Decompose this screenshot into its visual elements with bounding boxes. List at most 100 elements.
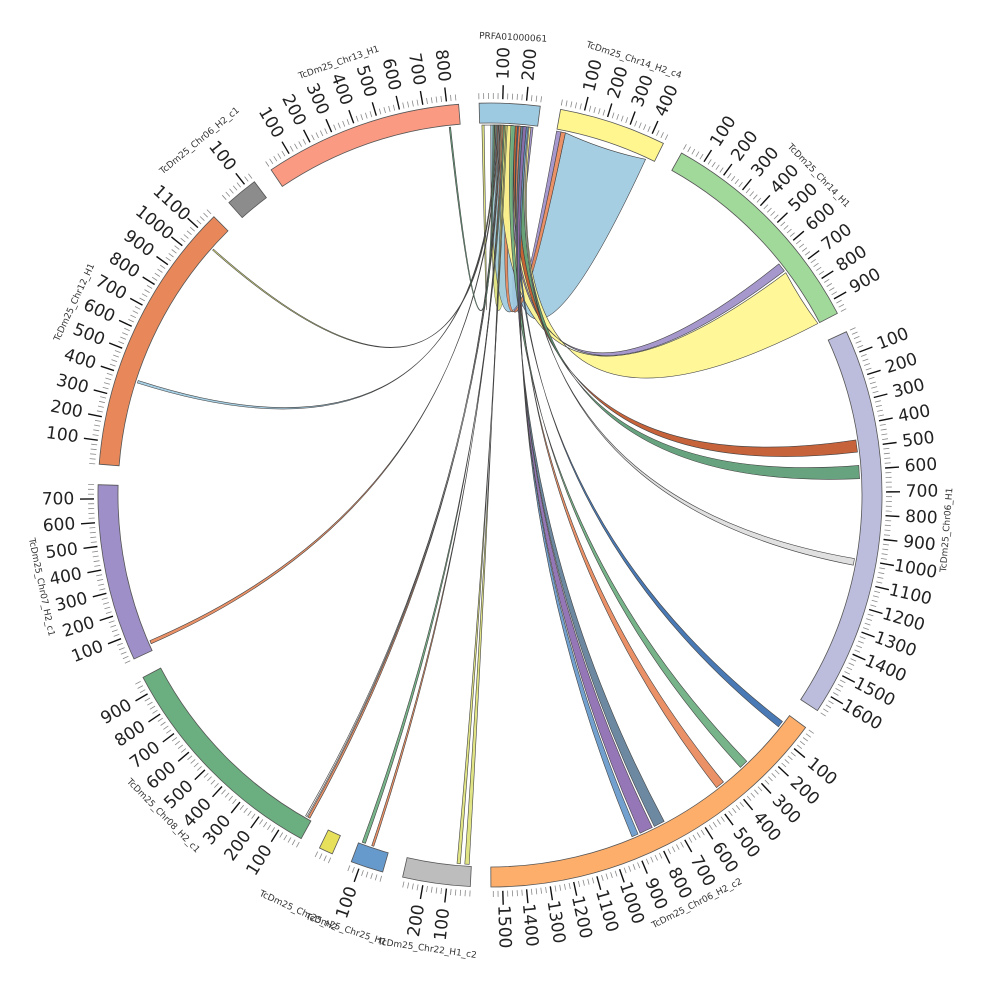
minor-tick xyxy=(657,130,660,135)
tick-label: 200 xyxy=(49,397,85,423)
minor-tick xyxy=(884,535,890,536)
minor-tick xyxy=(204,213,208,217)
minor-tick xyxy=(878,415,884,416)
minor-tick xyxy=(166,257,171,261)
minor-tick xyxy=(417,884,418,890)
minor-tick xyxy=(635,121,637,127)
major-tick xyxy=(630,112,635,125)
tick-label: 1200 xyxy=(567,894,596,941)
tick-label: 300 xyxy=(53,589,89,616)
minor-tick xyxy=(869,377,875,379)
minor-tick xyxy=(158,269,163,272)
minor-tick xyxy=(832,292,837,295)
minor-tick xyxy=(334,125,336,131)
major-tick xyxy=(879,418,893,421)
minor-tick xyxy=(408,883,409,889)
minor-tick xyxy=(106,612,112,614)
minor-tick xyxy=(863,628,869,630)
minor-tick xyxy=(197,766,201,770)
minor-tick xyxy=(541,888,542,894)
tick-label: 800 xyxy=(431,48,454,82)
tick-label: 1400 xyxy=(518,903,542,948)
minor-tick xyxy=(222,790,226,795)
minor-tick xyxy=(873,391,879,393)
minor-tick xyxy=(621,116,623,122)
minor-tick xyxy=(384,107,386,113)
minor-tick xyxy=(788,756,793,760)
minor-tick xyxy=(693,835,696,840)
minor-tick xyxy=(110,364,116,366)
tick-label: 100 xyxy=(45,423,80,447)
minor-tick xyxy=(120,337,126,339)
minor-tick xyxy=(617,114,619,120)
minor-tick xyxy=(826,705,831,708)
major-tick xyxy=(685,840,692,852)
minor-tick xyxy=(771,211,775,215)
tick-label: 200 xyxy=(518,48,541,82)
major-tick xyxy=(84,547,98,549)
minor-tick xyxy=(403,103,404,109)
minor-tick xyxy=(282,151,285,156)
minor-tick xyxy=(316,133,319,138)
minor-tick xyxy=(207,210,211,214)
minor-tick xyxy=(280,833,283,838)
minor-tick xyxy=(701,830,704,835)
major-tick xyxy=(761,783,771,793)
minor-tick xyxy=(222,195,226,200)
minor-tick xyxy=(697,833,700,838)
minor-tick xyxy=(338,123,340,129)
chromosome-PRFA xyxy=(479,103,540,126)
minor-tick xyxy=(765,780,769,784)
minor-tick xyxy=(312,135,315,140)
minor-tick xyxy=(758,787,762,791)
minor-tick xyxy=(142,294,147,297)
minor-tick xyxy=(103,603,109,605)
minor-tick xyxy=(884,453,890,454)
minor-tick xyxy=(885,525,891,526)
minor-tick xyxy=(119,342,125,344)
minor-tick xyxy=(874,591,880,593)
major-tick xyxy=(420,91,422,105)
minor-tick xyxy=(362,870,364,876)
minor-tick xyxy=(91,449,97,450)
minor-tick xyxy=(197,220,201,224)
minor-tick xyxy=(352,867,354,873)
tick-label: 400 xyxy=(61,345,98,374)
minor-tick xyxy=(873,596,879,598)
minor-tick xyxy=(541,96,542,102)
minor-tick xyxy=(603,110,605,116)
minor-tick xyxy=(158,718,163,721)
tick-label: 100 xyxy=(69,637,107,667)
minor-tick xyxy=(684,144,687,149)
minor-tick xyxy=(245,177,249,182)
major-tick xyxy=(884,540,898,542)
major-tick xyxy=(396,96,399,110)
minor-tick xyxy=(564,884,565,890)
minor-tick xyxy=(427,98,428,104)
minor-tick xyxy=(611,872,613,878)
minor-tick xyxy=(692,149,695,154)
tick-label: 100 xyxy=(204,137,240,175)
minor-tick xyxy=(883,544,889,545)
chromosome-CA xyxy=(320,830,341,854)
minor-tick xyxy=(833,693,838,696)
minor-tick xyxy=(325,129,328,135)
minor-tick xyxy=(781,222,785,226)
minor-tick xyxy=(427,886,428,892)
minor-tick xyxy=(606,874,608,880)
minor-tick xyxy=(181,238,186,242)
minor-tick xyxy=(90,459,96,460)
minor-tick xyxy=(875,401,881,402)
minor-tick xyxy=(99,589,105,590)
minor-tick xyxy=(93,556,99,557)
major-tick xyxy=(597,876,601,890)
minor-tick xyxy=(754,790,758,795)
major-tick xyxy=(87,570,101,573)
major-tick xyxy=(188,218,198,227)
link-ribbon-17 xyxy=(372,125,504,846)
minor-tick xyxy=(739,182,743,187)
minor-tick xyxy=(850,328,856,331)
minor-tick xyxy=(555,886,556,892)
minor-tick xyxy=(370,111,372,117)
tick-label: 700 xyxy=(906,481,939,501)
